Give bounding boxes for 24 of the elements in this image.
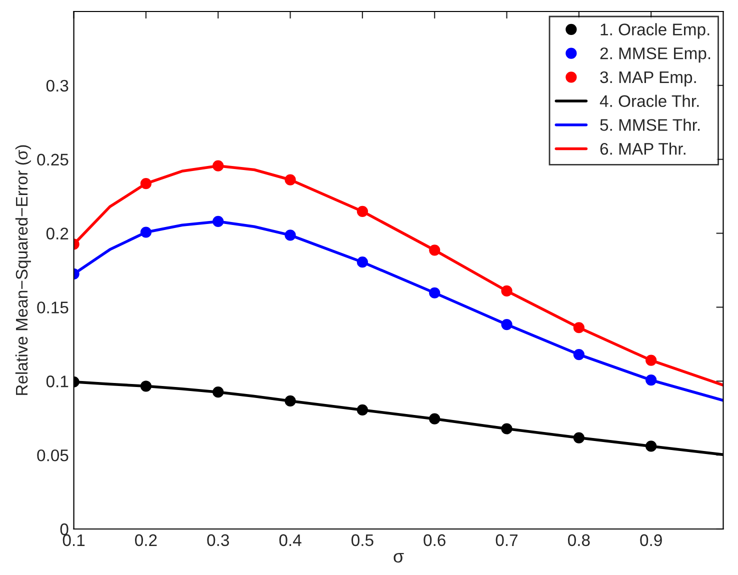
x-axis-title: σ bbox=[394, 552, 404, 563]
y-tick-label: 0 bbox=[60, 523, 68, 536]
x-tick-label: 0.4 bbox=[279, 534, 302, 546]
legend-label: 4. Oracle Thr. bbox=[600, 94, 699, 108]
legend-label: 1. Oracle Emp. bbox=[600, 23, 710, 39]
x-tick-label: 0.2 bbox=[135, 534, 157, 546]
y-tick-label: 0.1 bbox=[46, 376, 68, 388]
y-axis-title: Relative Mean−Squared−Error (σ) bbox=[15, 145, 31, 395]
legend-label: 6. MAP Thr. bbox=[600, 142, 686, 155]
legend-label: 3. MAP Emp. bbox=[600, 71, 696, 86]
x-tick-label: 0.9 bbox=[640, 534, 662, 546]
x-tick-label: 0.3 bbox=[207, 534, 229, 546]
y-tick-label: 0.05 bbox=[37, 449, 68, 462]
x-tick-label: 0.1 bbox=[62, 534, 85, 546]
legend-label: 2. MMSE Emp. bbox=[600, 47, 710, 63]
y-tick-label: 0.15 bbox=[37, 302, 68, 314]
x-tick-label: 0.6 bbox=[424, 534, 446, 546]
x-tick-label: 0.5 bbox=[352, 534, 374, 546]
y-tick-label: 0.2 bbox=[46, 228, 68, 240]
y-tick-label: 0.3 bbox=[46, 80, 68, 92]
y-tick-label: 0.25 bbox=[37, 154, 68, 166]
x-tick-label: 0.7 bbox=[496, 534, 518, 546]
x-tick-label: 0.8 bbox=[568, 534, 590, 546]
legend-label: 5. MMSE Thr. bbox=[600, 118, 700, 131]
